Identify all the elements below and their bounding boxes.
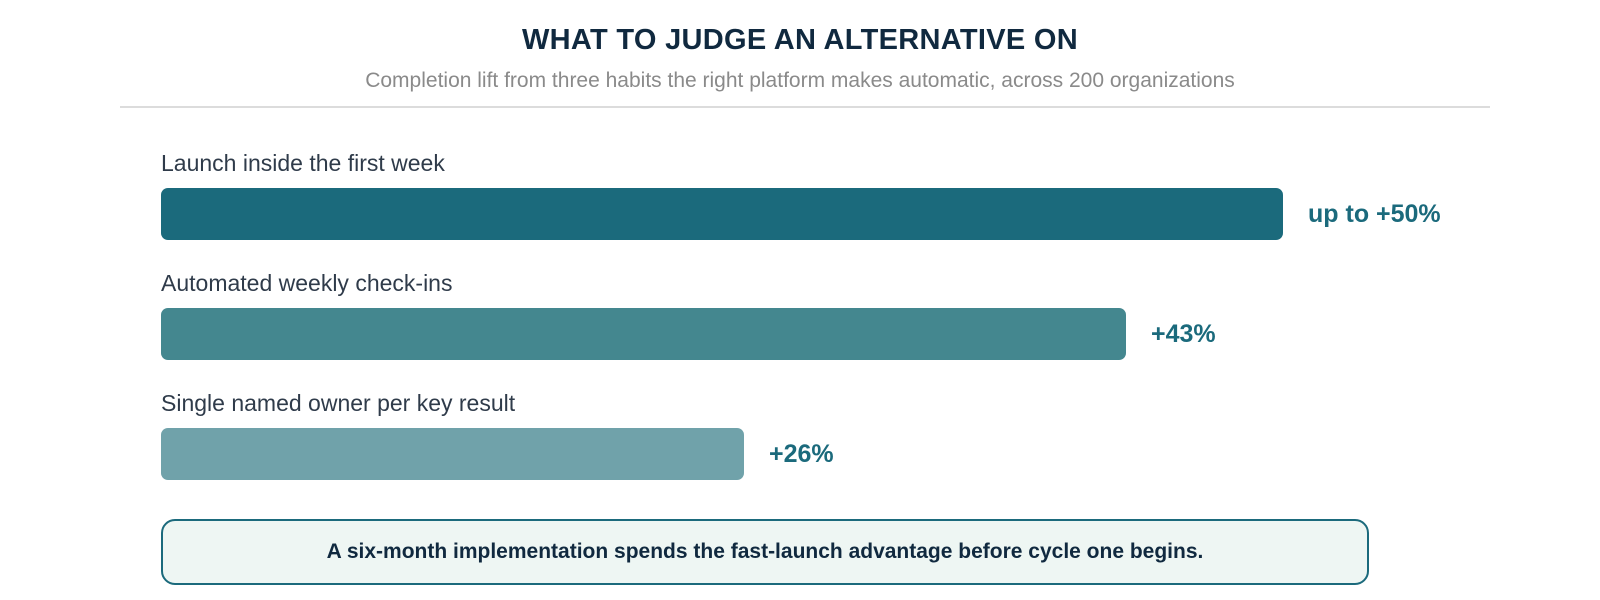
bar: [161, 308, 1126, 360]
bar-value-label: up to +50%: [1308, 200, 1441, 228]
callout-text: A six-month implementation spends the fa…: [326, 540, 1204, 563]
bar: [161, 188, 1283, 240]
bar-value-label: +26%: [769, 440, 834, 468]
bar: [161, 428, 744, 480]
chart-subtitle: Completion lift from three habits the ri…: [365, 69, 1235, 92]
bar-label: Launch inside the first week: [161, 150, 445, 176]
callout-box: A six-month implementation spends the fa…: [161, 519, 1369, 585]
title-divider: [120, 106, 1490, 108]
bar-label: Automated weekly check-ins: [161, 270, 453, 296]
bar-value-label: +43%: [1151, 320, 1216, 348]
bar-label: Single named owner per key result: [161, 390, 516, 416]
chart-title: WHAT TO JUDGE AN ALTERNATIVE ON: [522, 24, 1078, 56]
